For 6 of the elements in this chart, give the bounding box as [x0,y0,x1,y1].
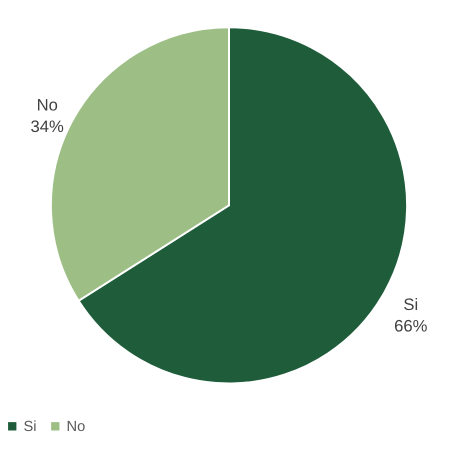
slice-label: Si [403,295,418,314]
legend-label: No [66,419,86,436]
slice-label: No [36,95,58,114]
legend-label: Si [23,419,37,436]
data-label: 66% [394,316,428,336]
data-label: 34% [30,116,64,136]
